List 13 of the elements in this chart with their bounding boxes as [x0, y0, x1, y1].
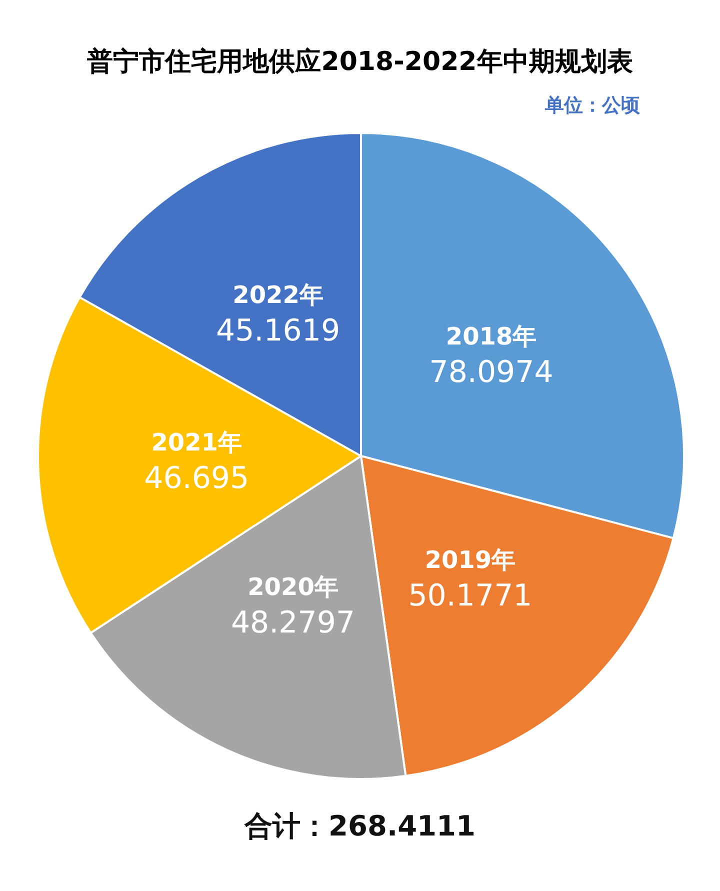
- data-label: 46.695: [144, 460, 250, 496]
- slice-label: 2021年: [151, 428, 242, 456]
- data-label: 78.0974: [429, 355, 554, 390]
- text: 单位：公顷: [544, 94, 640, 116]
- slice-label: 2020年: [248, 572, 338, 601]
- slice-label: 2018年: [446, 322, 537, 351]
- data-label: 45.1619: [216, 313, 340, 348]
- slice-label: 2019年: [424, 546, 516, 574]
- chart-title: 普宁市住宅用地供应2018-2022年中期规划表: [86, 46, 633, 77]
- data-label: 48.2797: [230, 605, 356, 640]
- slice-label: 2022年: [232, 280, 324, 309]
- text: 合计：268.4111: [243, 810, 476, 842]
- data-label: 50.1771: [408, 578, 532, 614]
